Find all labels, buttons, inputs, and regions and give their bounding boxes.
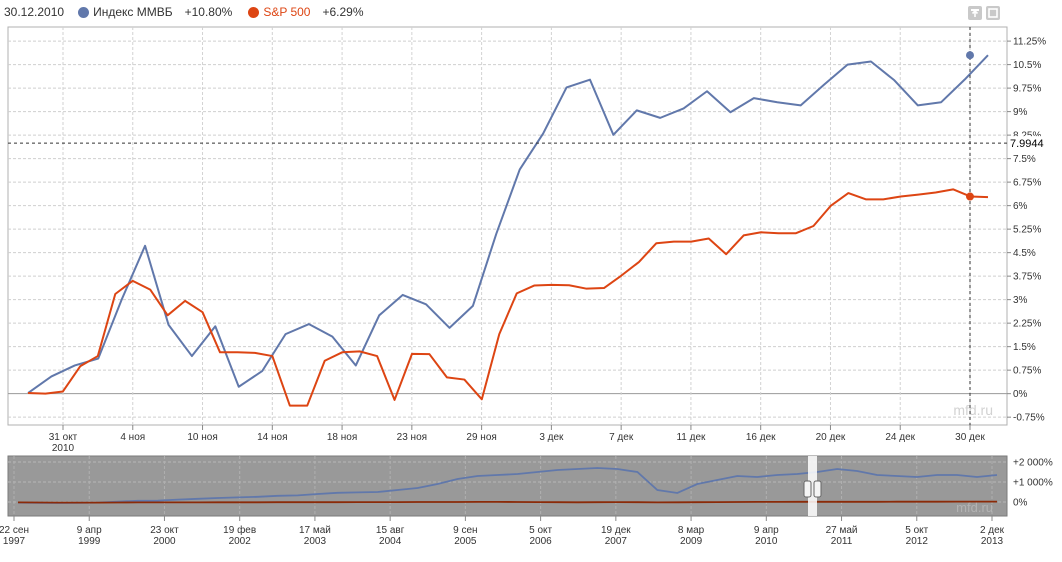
nav-x-tick-sublabel: 2010 [755, 536, 778, 547]
x-tick-label: 23 ноя [397, 432, 427, 443]
x-tick-label: 4 ноя [120, 432, 145, 443]
nav-x-tick-label: 22 сен [0, 525, 29, 536]
y-tick-label: 6% [1013, 201, 1028, 212]
series-line-sp500 [27, 188, 989, 407]
y-tick-label: 10.5% [1013, 60, 1041, 71]
navigator-handle-right [813, 480, 822, 498]
x-tick-label: 18 ноя [327, 432, 357, 443]
nav-x-tick-label: 8 мар [678, 525, 705, 536]
nav-x-tick-sublabel: 2007 [605, 536, 628, 547]
nav-x-tick-label: 23 окт [150, 525, 179, 536]
nav-series-micex [17, 467, 998, 504]
chart-legend: 30.12.2010 Индекс ММВБ +10.80% S&P 500 +… [4, 3, 380, 21]
y-tick-label: 4.5% [1013, 248, 1036, 259]
y-tick-label: 5.25% [1013, 225, 1041, 236]
y-tick-label: 3% [1013, 295, 1028, 306]
main-grid [7, 26, 1008, 426]
nav-x-tick-label: 19 фев [223, 524, 256, 536]
nav-x-tick-sublabel: 2000 [153, 536, 176, 547]
legend-change-sp500: +6.29% [322, 5, 364, 19]
nav-series-sp500 [17, 500, 997, 504]
x-tick-label: 29 ноя [466, 432, 496, 443]
maximize-button[interactable] [986, 6, 1000, 20]
nav-x-tick-sublabel: 2003 [304, 536, 327, 547]
main-chart[interactable]: -0.75% 0% 0.75% 1.5% 2.25% 3% 3.75% 4.5% 5.25% 6%… [0, 0, 1062, 452]
nav-x-tick-sublabel: 2006 [529, 536, 552, 547]
y-tick-label: 6.75% [1013, 178, 1041, 189]
y-tick-label: 0% [1013, 389, 1028, 400]
nav-x-tick-label: 27 май [826, 525, 858, 536]
nav-x-tick-sublabel: 1997 [3, 536, 26, 547]
navigator-handle-left [803, 480, 812, 498]
series-line-micex [27, 54, 989, 394]
nav-y-tick-label: +2 000% [1013, 458, 1053, 469]
nav-x-tick-label: 5 окт [905, 525, 928, 536]
nav-x-tick-sublabel: 2013 [981, 536, 1004, 547]
watermark: mfd.ru [953, 402, 993, 418]
nav-watermark: mfd.ru [956, 500, 993, 515]
nav-x-tick-label: 2 дек [980, 525, 1005, 536]
x-tick-label: 14 ноя [257, 432, 287, 443]
navigator-selection-window [808, 456, 817, 516]
crosshair: 7.9944 [8, 27, 1056, 425]
x-tick-label: 16 дек [746, 432, 776, 443]
nav-y-tick-label: +1 000% [1013, 478, 1053, 489]
y-tick-label: 9.75% [1013, 84, 1041, 95]
x-tick-label: 20 дек [816, 432, 846, 443]
y-tick-label: 3.75% [1013, 272, 1041, 283]
y-tick-label: 7.5% [1013, 154, 1036, 165]
nav-y-tick-label: 0% [1013, 498, 1028, 509]
nav-x-tick-label: 9 апр [77, 525, 102, 536]
legend-change-micex: +10.80% [184, 5, 233, 19]
x-tick-label: 7 дек [609, 432, 634, 443]
y-tick-label: 0.75% [1013, 366, 1041, 377]
y-tick-label: 9% [1013, 107, 1028, 118]
nav-x-tick-sublabel: 1999 [78, 536, 101, 547]
crosshair-marker-micex [966, 51, 974, 60]
crosshair-value-label: 7.9944 [1010, 138, 1044, 150]
x-tick-label: 24 дек [885, 432, 915, 443]
nav-x-tick-sublabel: 2012 [906, 536, 929, 547]
maximize-icon [988, 8, 998, 18]
nav-x-tick-sublabel: 2011 [831, 536, 853, 547]
y-tick-label: 8.25% [1013, 131, 1041, 142]
x-tick-label: 31 окт [49, 432, 78, 443]
nav-x-tick-sublabel: 2005 [454, 536, 477, 547]
legend-date: 30.12.2010 [4, 5, 65, 19]
nav-x-tick-sublabel: 2009 [680, 536, 703, 547]
nav-x-tick-label: 9 апр [754, 525, 779, 536]
legend-name-micex[interactable]: Индекс ММВБ [93, 5, 173, 19]
x-tick-sublabel: 2010 [52, 443, 75, 452]
y-tick-label: 1.5% [1013, 342, 1036, 353]
legend-dot-micex [78, 6, 90, 18]
crosshair-marker-sp500 [966, 192, 974, 201]
nav-x-tick-label: 9 сен [453, 525, 477, 536]
nav-x-tick-label: 19 дек [601, 525, 631, 536]
main-lines [27, 54, 989, 407]
export-icon [971, 9, 979, 17]
x-tick-label: 3 дек [539, 432, 564, 443]
nav-x-tick-sublabel: 2004 [379, 536, 402, 547]
y-tick-label: -0.75% [1013, 413, 1045, 424]
x-tick-label: 11 дек [676, 432, 706, 443]
main-y-axis: -0.75% 0% 0.75% 1.5% 2.25% 3% 3.75% 4.5% 5.25% 6%… [1007, 37, 1046, 424]
export-button[interactable] [968, 6, 982, 20]
x-tick-label: 10 ноя [187, 432, 217, 443]
legend-dot-sp500 [248, 6, 260, 18]
y-tick-label: 2.25% [1013, 319, 1041, 330]
nav-x-tick-label: 5 окт [529, 525, 552, 536]
nav-x-tick-sublabel: 2002 [229, 536, 252, 547]
legend-name-sp500[interactable]: S&P 500 [263, 5, 311, 19]
nav-x-tick-label: 17 май [299, 525, 331, 536]
x-tick-label: 30 дек [955, 432, 985, 443]
plot-frame [7, 26, 1008, 426]
navigator-background [7, 455, 1008, 517]
nav-x-tick-label: 15 авг [376, 525, 405, 536]
y-tick-label: 11.25% [1013, 37, 1046, 48]
crosshair-label-bg [1008, 136, 1056, 150]
